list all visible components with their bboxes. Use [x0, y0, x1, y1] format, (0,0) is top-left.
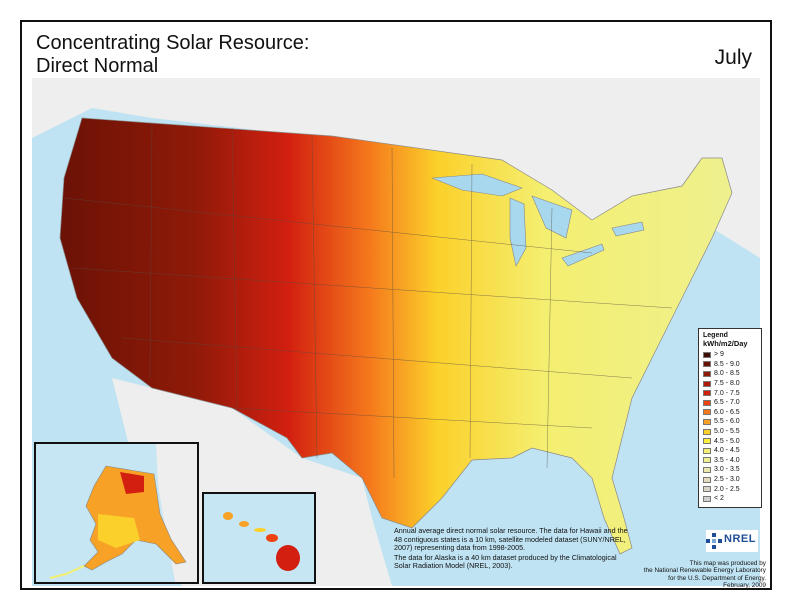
kauai	[223, 512, 233, 520]
legend-item-label: 8.5 - 9.0	[714, 360, 740, 368]
nrel-logo-text: NREL	[724, 533, 756, 545]
legend-item-label: 3.0 - 3.5	[714, 466, 740, 474]
legend-swatch	[703, 390, 711, 397]
legend-item-label: 2.5 - 3.0	[714, 476, 740, 484]
lake-michigan	[509, 197, 527, 267]
legend-item: 6.5 - 7.0	[703, 398, 757, 408]
conus-map-graphic	[32, 78, 760, 586]
alaska-inset	[34, 442, 199, 584]
legend-item-label: 7.0 - 7.5	[714, 389, 740, 397]
legend-swatch	[703, 418, 711, 425]
legend-item: > 9	[703, 350, 757, 360]
alaska-yellow	[98, 514, 140, 548]
legend-item: 3.0 - 3.5	[703, 465, 757, 475]
legend-item: 4.0 - 4.5	[703, 446, 757, 456]
legend-item: 7.5 - 8.0	[703, 379, 757, 389]
legend-swatch	[703, 495, 711, 502]
legend-item-label: 5.0 - 5.5	[714, 428, 740, 436]
map-frame: Concentrating Solar Resource: Direct Nor…	[20, 20, 772, 590]
legend-item: 5.5 - 6.0	[703, 417, 757, 427]
legend-item-label: > 9	[714, 351, 724, 359]
maui	[266, 534, 278, 542]
legend-item: 5.0 - 5.5	[703, 427, 757, 437]
legend-item: 7.0 - 7.5	[703, 388, 757, 398]
legend-swatch	[703, 399, 711, 406]
legend-item: 8.5 - 9.0	[703, 360, 757, 370]
oahu	[239, 521, 249, 527]
legend-swatch	[703, 361, 711, 368]
legend: Legend kWh/m2/Day > 9 8.5 - 9.0 8.0 - 8.5 7…	[698, 328, 762, 508]
legend-item-label: 6.5 - 7.0	[714, 399, 740, 407]
legend-item-label: < 2	[714, 495, 724, 503]
nrel-logo-icon	[706, 533, 722, 549]
map-title: Concentrating Solar Resource: Direct Nor…	[36, 32, 309, 78]
month-label: July	[714, 46, 752, 69]
legend-unit: kWh/m2/Day	[703, 339, 748, 348]
credit-line-4: February, 2009	[723, 582, 766, 590]
hawaii-inset	[202, 492, 316, 584]
legend-swatch	[703, 351, 711, 358]
canada-inset-land	[156, 444, 197, 582]
lake-superior	[431, 173, 523, 197]
data-notes: Annual average direct normal solar resou…	[394, 526, 634, 572]
credit-line-2: the National Renewable Energy Laboratory	[643, 567, 766, 575]
alaska-map-graphic	[49, 444, 197, 582]
state-boundaries	[63, 122, 673, 479]
legend-item-label: 7.5 - 8.0	[714, 380, 740, 388]
lake-ontario	[611, 221, 645, 237]
credit-line-1: This map was produced by	[689, 560, 766, 567]
legend-item: < 2	[703, 494, 757, 504]
data-note-1: Annual average direct normal solar resou…	[394, 526, 628, 553]
credits: This map was produced by the National Re…	[606, 560, 766, 590]
legend-swatch	[703, 438, 711, 445]
nrel-logo: NREL	[706, 530, 758, 552]
legend-item: 2.5 - 3.0	[703, 475, 757, 485]
legend-item: 4.5 - 5.0	[703, 436, 757, 446]
legend-rows: > 9 8.5 - 9.0 8.0 - 8.5 7.5 - 8.0 7.0 - 7.5 6…	[703, 350, 757, 504]
legend-item-label: 8.0 - 8.5	[714, 370, 740, 378]
map-title-line-2: Direct Normal	[36, 55, 159, 77]
map-title-line-1: Concentrating Solar Resource:	[36, 32, 310, 54]
legend-item: 6.0 - 6.5	[703, 408, 757, 418]
lake-erie	[561, 243, 605, 267]
aleutians	[49, 565, 85, 579]
legend-swatch	[703, 409, 711, 416]
molokai	[254, 528, 266, 532]
legend-item-label: 2.0 - 2.5	[714, 485, 740, 493]
legend-item-label: 4.5 - 5.0	[714, 437, 740, 445]
credit-line-3: for the U.S. Department of Energy.	[668, 574, 766, 582]
legend-item: 8.0 - 8.5	[703, 369, 757, 379]
legend-swatch	[703, 380, 711, 387]
legend-item-label: 4.0 - 4.5	[714, 447, 740, 455]
legend-swatch	[703, 457, 711, 464]
legend-swatch	[703, 486, 711, 493]
alaska-hotspot	[120, 472, 144, 494]
legend-swatch	[703, 476, 711, 483]
hawaii-big-island	[276, 545, 300, 571]
legend-swatch	[703, 370, 711, 377]
legend-item: 2.0 - 2.5	[703, 484, 757, 494]
legend-item-label: 5.5 - 6.0	[714, 418, 740, 426]
legend-title: Legend	[703, 332, 728, 339]
legend-swatch	[703, 447, 711, 454]
legend-swatch	[703, 466, 711, 473]
hawaii-map-graphic	[223, 512, 300, 571]
legend-item-label: 3.5 - 4.0	[714, 456, 740, 464]
legend-item-label: 6.0 - 6.5	[714, 408, 740, 416]
legend-item: 3.5 - 4.0	[703, 456, 757, 466]
legend-swatch	[703, 428, 711, 435]
data-note-2: The data for Alaska is a 40 km dataset p…	[394, 552, 617, 571]
